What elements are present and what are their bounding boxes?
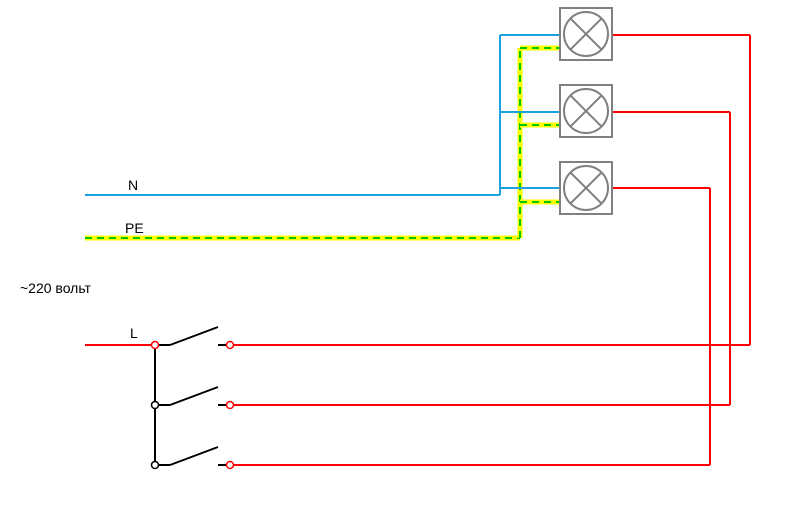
switches [170, 327, 230, 465]
lamp-2 [560, 85, 612, 137]
lamp-1 [560, 8, 612, 60]
lamp-3 [560, 162, 612, 214]
voltage-label: ~220 вольт [20, 280, 91, 296]
neutral-wire-group [85, 35, 560, 195]
live-label: L [130, 325, 138, 341]
pe-label: PE [125, 220, 144, 236]
neutral-label: N [128, 177, 138, 193]
circuit-diagram [0, 0, 790, 505]
pe-wire-group [85, 48, 560, 238]
